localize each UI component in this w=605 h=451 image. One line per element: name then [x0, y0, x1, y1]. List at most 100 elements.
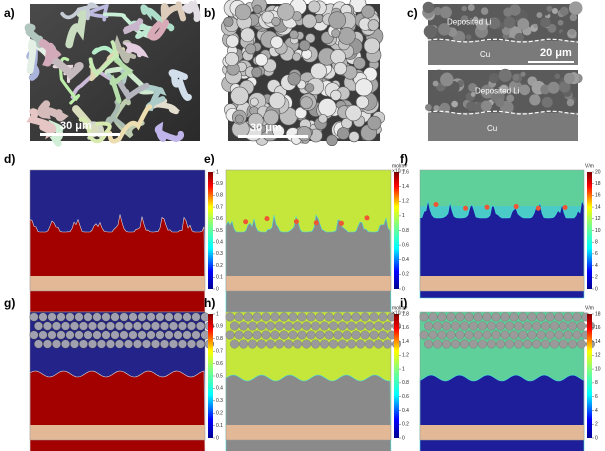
particle: [509, 312, 519, 322]
particle: [238, 339, 248, 349]
particle: [460, 339, 470, 349]
grain: [422, 1, 435, 14]
hotspot: [433, 202, 439, 208]
particle: [229, 321, 239, 331]
particle: [347, 321, 357, 331]
grain: [563, 72, 575, 84]
grain: [568, 1, 583, 15]
substrate: [428, 112, 578, 141]
particle: [52, 321, 62, 331]
colorbar-tick-label: 0: [216, 435, 219, 441]
particle: [505, 339, 515, 349]
nodule: [307, 0, 321, 14]
colorbar-tick-label: 1.2: [402, 199, 409, 205]
nodule: [302, 13, 317, 29]
particle: [110, 330, 120, 340]
particle: [478, 321, 488, 331]
grain: [488, 17, 501, 30]
nodule: [338, 27, 356, 45]
particle: [559, 321, 569, 331]
particle: [369, 330, 379, 340]
particle: [482, 312, 492, 322]
particle: [365, 321, 375, 331]
particle: [195, 321, 205, 331]
colorbar-tick-label: 1.6: [402, 325, 409, 331]
particle: [302, 321, 312, 331]
particle: [243, 330, 253, 340]
particle: [38, 330, 48, 340]
dendrite: [122, 18, 144, 35]
particle: [159, 339, 169, 349]
nodule: [245, 43, 257, 55]
particle: [137, 312, 147, 322]
particle: [487, 321, 497, 331]
particle: [173, 330, 183, 340]
colorbar: [208, 314, 213, 438]
particle: [297, 330, 307, 340]
colorbar-scale: ×10⁻³: [392, 168, 405, 174]
current-collector: [420, 425, 584, 440]
colorbar-tick-label: 0.9: [216, 324, 223, 330]
panel-label: a): [4, 6, 15, 20]
particle: [424, 321, 434, 331]
nodule: [247, 113, 264, 129]
particle: [523, 339, 533, 349]
particle: [252, 330, 262, 340]
particle: [270, 330, 280, 340]
colorbar-tick-label: 0.2: [216, 263, 223, 269]
dendrite: [181, 0, 201, 22]
grain: [540, 84, 551, 95]
nodule: [328, 11, 347, 30]
particle: [155, 312, 165, 322]
grain: [569, 13, 578, 22]
nodule: [363, 37, 381, 54]
particle: [238, 321, 248, 331]
particle: [83, 330, 93, 340]
colorbar-tick-label: 6: [595, 394, 598, 400]
colorbar-tick-label: 0.6: [402, 394, 409, 400]
colorbar-tick-label: 20: [595, 169, 601, 175]
particle: [234, 312, 244, 322]
dendrite: [168, 69, 192, 101]
particle: [568, 321, 578, 331]
colorbar-tick-label: 0.5: [216, 373, 223, 379]
particle: [554, 330, 564, 340]
colorbar: [394, 314, 399, 438]
hotspot: [562, 205, 568, 211]
colorbar-tick-label: 0.2: [402, 272, 409, 278]
particle: [360, 330, 370, 340]
particle: [541, 339, 551, 349]
dendrite: [107, 104, 153, 144]
particle: [333, 312, 343, 322]
grain: [514, 32, 524, 43]
particle: [173, 312, 183, 322]
particle: [247, 321, 257, 331]
particle: [338, 339, 348, 349]
dendrite: [88, 40, 120, 78]
particle: [324, 330, 334, 340]
particle: [437, 330, 447, 340]
nodule: [355, 78, 373, 97]
particle: [78, 339, 88, 349]
hotspot: [264, 216, 270, 222]
scale-bar: [528, 61, 574, 63]
grain: [536, 12, 543, 19]
grain: [480, 100, 492, 112]
particle: [469, 339, 479, 349]
particle: [92, 312, 102, 322]
grain: [433, 105, 440, 112]
nodule: [296, 126, 312, 141]
particle: [473, 330, 483, 340]
particle: [266, 339, 276, 349]
substrate-label: Cu: [487, 124, 497, 133]
particle: [243, 312, 253, 322]
particle: [433, 321, 443, 331]
nodule: [249, 97, 259, 107]
nodule: [234, 114, 244, 124]
nodule: [310, 62, 327, 80]
particle: [554, 312, 564, 322]
particle: [496, 321, 506, 331]
colorbar-tick-label: 4: [595, 263, 598, 269]
substrate: [428, 40, 578, 65]
particle: [65, 330, 75, 340]
